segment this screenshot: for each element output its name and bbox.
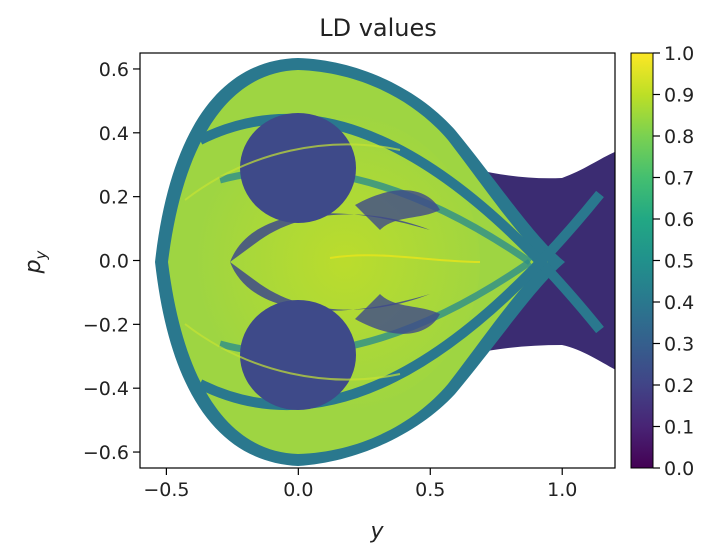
manifold-upper: [197, 113, 604, 334]
y-tick-label: 0.2: [99, 187, 129, 209]
colorbar-tick-label: 0.0: [664, 458, 694, 480]
x-tick-label: 0.0: [283, 479, 313, 501]
y-tick-label: 0.0: [99, 251, 129, 273]
island-lower: [240, 300, 356, 410]
x-tick-label: 1.0: [547, 479, 577, 501]
y-tick-label: −0.2: [83, 314, 129, 336]
colorbar-tick-label: 1.0: [664, 43, 694, 65]
colorbar: 0.0 0.1 0.2 0.3 0.4 0.5 0.6 0.7 0.8 0.9 1.0: [630, 43, 694, 480]
y-tick-label: −0.6: [83, 442, 129, 464]
colorbar-tick-label: 0.9: [664, 85, 694, 107]
x-tick-label: −0.5: [143, 479, 189, 501]
x-axis-label: y: [369, 519, 384, 544]
island-upper: [240, 113, 356, 223]
colorbar-tick-label: 0.7: [664, 168, 694, 190]
ld-heatmap: [155, 58, 615, 466]
x-axis: −0.5 0.0 0.5 1.0: [143, 468, 577, 501]
colorbar-tick-label: 0.3: [664, 334, 694, 356]
y-axis-label: py: [21, 249, 50, 274]
y-tick-label: 0.6: [99, 59, 129, 81]
chart-title: LD values: [319, 14, 437, 42]
plot-area: [139, 52, 616, 469]
y-axis: −0.6 −0.4 −0.2 0.0 0.2 0.4 0.6: [83, 59, 140, 464]
colorbar-tick-label: 0.1: [664, 417, 694, 439]
y-tick-label: −0.4: [83, 378, 129, 400]
manifold-lower: [197, 190, 604, 411]
colorbar-tick-label: 0.6: [664, 209, 694, 231]
colorbar-tick-label: 0.8: [664, 126, 694, 148]
colorbar-axis: 0.0 0.1 0.2 0.3 0.4 0.5 0.6 0.7 0.8 0.9 1.0: [653, 43, 694, 480]
y-tick-label: 0.4: [99, 123, 129, 145]
colorbar-gradient: [630, 52, 654, 469]
colorbar-tick-label: 0.2: [664, 375, 694, 397]
colorbar-tick-label: 0.5: [664, 251, 694, 273]
colorbar-tick-label: 0.4: [664, 292, 694, 314]
x-tick-label: 0.5: [415, 479, 445, 501]
